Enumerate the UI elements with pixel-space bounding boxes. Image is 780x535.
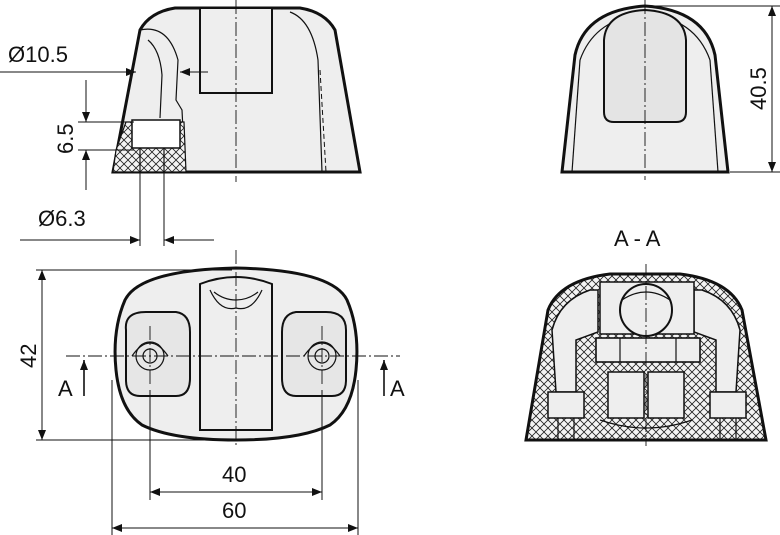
- section-marker-left: A: [58, 376, 73, 401]
- side-view: 40.5: [560, 0, 780, 180]
- section-view: A - A: [524, 226, 768, 446]
- front-view: Ø10.5 6.5 Ø6.3: [0, 0, 362, 246]
- dim-bolt-diameter: Ø6.3: [38, 206, 86, 231]
- top-view-pocket-right: [281, 311, 347, 397]
- section-view-bolt: [595, 337, 701, 363]
- section-marker-right: A: [390, 376, 405, 401]
- dim-bore-diameter: Ø10.5: [8, 42, 68, 67]
- dim-overall-height: 40.5: [746, 67, 771, 110]
- top-view-pocket-left: [124, 311, 191, 397]
- top-view-slot: [199, 276, 273, 431]
- section-title: A - A: [614, 226, 661, 251]
- front-view-cut-line: [139, 28, 185, 151]
- dim-overall-length: 60: [222, 498, 246, 523]
- dim-hole-spacing: 40: [222, 462, 246, 487]
- top-view: A A 42 40 60: [16, 250, 405, 535]
- dim-step-height: 6.5: [53, 123, 78, 154]
- dim-overall-width: 42: [16, 344, 41, 368]
- front-view-bolt-head: [131, 119, 181, 149]
